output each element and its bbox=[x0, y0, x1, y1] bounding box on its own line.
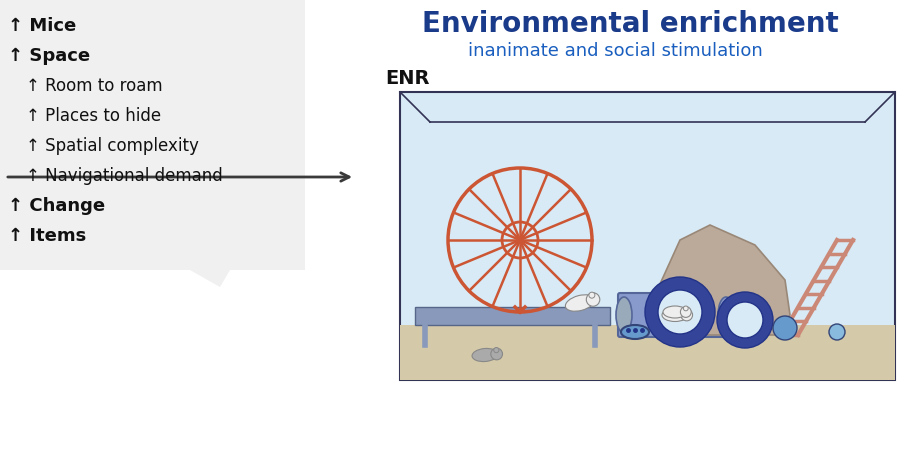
Text: ↑ Change: ↑ Change bbox=[8, 197, 105, 215]
Ellipse shape bbox=[718, 297, 734, 333]
Text: ↑ Places to hide: ↑ Places to hide bbox=[26, 107, 161, 125]
FancyBboxPatch shape bbox=[400, 92, 895, 380]
Circle shape bbox=[658, 290, 702, 334]
Polygon shape bbox=[400, 325, 895, 380]
Text: ENR: ENR bbox=[385, 69, 429, 88]
Circle shape bbox=[589, 292, 595, 298]
Polygon shape bbox=[190, 270, 230, 287]
Text: ↑ Space: ↑ Space bbox=[8, 47, 90, 65]
Circle shape bbox=[680, 307, 691, 317]
FancyBboxPatch shape bbox=[618, 293, 732, 337]
Text: ↑ Mice: ↑ Mice bbox=[8, 17, 76, 35]
Text: ↑ Room to roam: ↑ Room to roam bbox=[26, 77, 162, 95]
FancyBboxPatch shape bbox=[0, 0, 305, 270]
Text: ↑ Navigational demand: ↑ Navigational demand bbox=[26, 167, 223, 185]
Ellipse shape bbox=[616, 297, 632, 333]
Circle shape bbox=[717, 292, 773, 348]
Circle shape bbox=[829, 324, 845, 340]
FancyBboxPatch shape bbox=[415, 307, 610, 325]
Ellipse shape bbox=[472, 348, 498, 362]
Text: ↑ Spatial complexity: ↑ Spatial complexity bbox=[26, 137, 199, 155]
Circle shape bbox=[683, 306, 689, 311]
Text: inanimate and social stimulation: inanimate and social stimulation bbox=[467, 42, 762, 60]
Ellipse shape bbox=[663, 306, 687, 318]
Circle shape bbox=[680, 309, 692, 321]
Ellipse shape bbox=[565, 295, 594, 311]
Text: ↑ Items: ↑ Items bbox=[8, 227, 86, 245]
Circle shape bbox=[727, 302, 763, 338]
Circle shape bbox=[586, 293, 600, 306]
Circle shape bbox=[494, 347, 499, 353]
Circle shape bbox=[773, 316, 797, 340]
Polygon shape bbox=[655, 225, 790, 335]
Ellipse shape bbox=[621, 325, 649, 339]
Text: Environmental enrichment: Environmental enrichment bbox=[421, 10, 838, 38]
Circle shape bbox=[684, 309, 689, 314]
Circle shape bbox=[645, 277, 715, 347]
Ellipse shape bbox=[662, 309, 688, 322]
Circle shape bbox=[491, 348, 503, 360]
